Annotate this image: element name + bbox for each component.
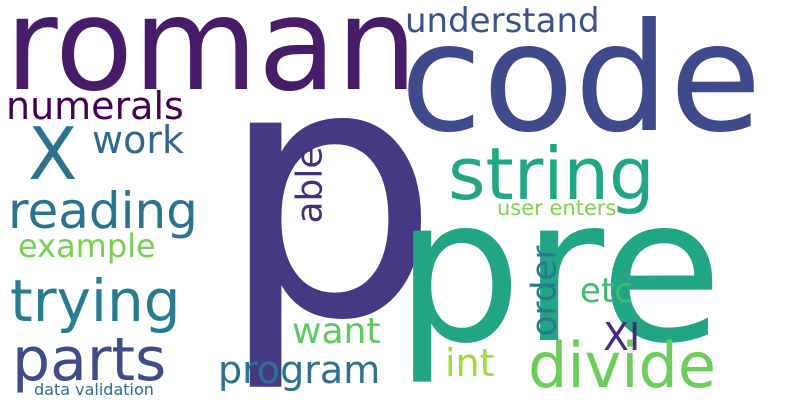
word-able: able (289, 146, 331, 224)
word-work: work (92, 118, 184, 162)
word-string: string (448, 132, 655, 216)
word-order: order (524, 245, 565, 337)
word-understand: understand (405, 1, 600, 41)
word-parts: parts (12, 325, 167, 395)
word-numerals: numerals (6, 84, 184, 128)
word-p: p (218, 0, 441, 397)
word-want: want (292, 311, 381, 352)
word-program: program (218, 348, 381, 392)
word-user-enters: user enters (497, 196, 617, 220)
word-pre: pre (395, 155, 723, 388)
word-etc: etc (580, 271, 633, 311)
word-trying: trying (10, 267, 181, 335)
word-X: X (28, 112, 78, 196)
word-XI: XI (603, 315, 641, 359)
word-code: code (400, 0, 762, 166)
word-divide: divide (528, 329, 716, 400)
word-roman: roman (5, 0, 418, 120)
word-reading: reading (8, 182, 198, 240)
word-example: example (18, 227, 156, 265)
word-int: int (445, 341, 495, 385)
word-data-validation: data validation (34, 380, 154, 399)
